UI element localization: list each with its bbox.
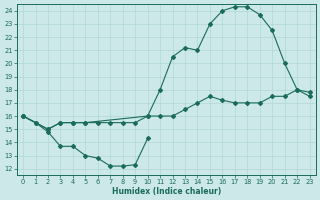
X-axis label: Humidex (Indice chaleur): Humidex (Indice chaleur) bbox=[112, 187, 221, 196]
